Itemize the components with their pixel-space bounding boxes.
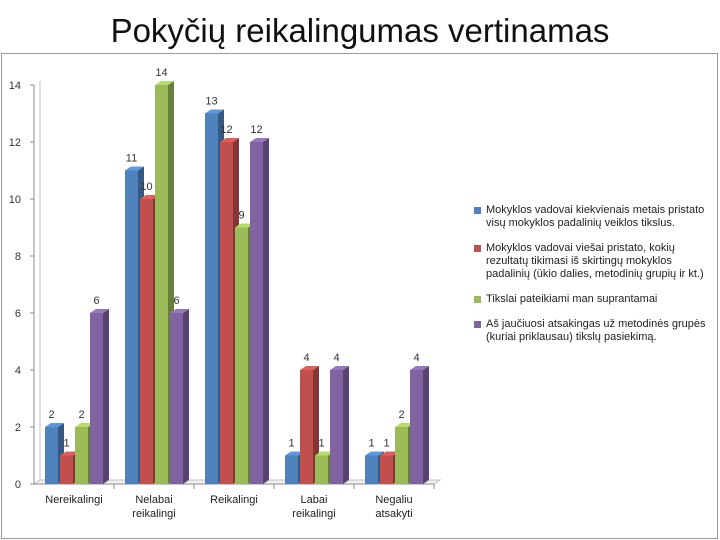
bar bbox=[170, 309, 189, 484]
legend-label: Mokyklos vadovai kiekvienais metais pris… bbox=[486, 204, 705, 229]
y-tick-label: 6 bbox=[15, 308, 21, 320]
data-label: 1 bbox=[318, 438, 324, 450]
data-label: 1 bbox=[383, 438, 389, 450]
y-tick-label: 14 bbox=[9, 80, 21, 92]
data-label: 2 bbox=[48, 409, 54, 421]
y-tick-label: 12 bbox=[9, 137, 21, 149]
bar bbox=[330, 366, 349, 484]
y-tick-label: 10 bbox=[9, 194, 21, 206]
chart-legend: Mokyklos vadovai kiekvienais metais pris… bbox=[472, 204, 712, 356]
x-tick-label: Nelabai reikalingi bbox=[132, 494, 175, 520]
data-label: 12 bbox=[250, 124, 262, 136]
data-label: 4 bbox=[303, 352, 309, 364]
legend-swatch bbox=[474, 321, 481, 328]
bar bbox=[250, 138, 269, 484]
data-label: 14 bbox=[155, 67, 167, 79]
legend-swatch bbox=[474, 245, 481, 252]
data-label: 2 bbox=[78, 409, 84, 421]
data-label: 2 bbox=[398, 409, 404, 421]
legend-label: Mokyklos vadovai viešai pristato, kokių … bbox=[486, 242, 704, 280]
data-label: 9 bbox=[238, 210, 244, 222]
legend-item: Aš jaučiuosi atsakingas už metodinės gru… bbox=[472, 318, 712, 344]
data-label: 6 bbox=[93, 295, 99, 307]
data-label: 1 bbox=[368, 438, 374, 450]
legend-swatch bbox=[474, 207, 481, 214]
x-tick-label: Labai reikalingi bbox=[292, 494, 335, 520]
bar bbox=[300, 366, 319, 484]
y-tick-label: 2 bbox=[15, 422, 21, 434]
y-tick-label: 4 bbox=[15, 365, 21, 377]
data-label: 4 bbox=[413, 352, 419, 364]
data-label: 4 bbox=[333, 352, 339, 364]
data-label: 11 bbox=[126, 153, 137, 165]
x-tick-label: Nereikalingi bbox=[45, 494, 102, 506]
legend-swatch bbox=[474, 296, 481, 303]
x-tick-label: Reikalingi bbox=[210, 494, 258, 506]
legend-label: Aš jaučiuosi atsakingas už metodinės gru… bbox=[486, 318, 706, 343]
data-label: 6 bbox=[173, 295, 179, 307]
data-label: 12 bbox=[220, 124, 232, 136]
x-tick-label: Negaliu atsakyti bbox=[375, 494, 412, 520]
y-tick-label: 0 bbox=[15, 479, 21, 491]
bar bbox=[90, 309, 109, 484]
y-tick-label: 8 bbox=[15, 251, 21, 263]
data-label: 13 bbox=[205, 96, 217, 108]
data-label: 1 bbox=[63, 438, 69, 450]
legend-item: Mokyklos vadovai viešai pristato, kokių … bbox=[472, 242, 712, 281]
legend-item: Tikslai pateikiami man suprantamai bbox=[472, 293, 712, 306]
bar bbox=[410, 366, 429, 484]
data-label: 1 bbox=[288, 438, 294, 450]
slide-title: Pokyčių reikalingumas vertinamas bbox=[110, 12, 610, 49]
legend-item: Mokyklos vadovai kiekvienais metais pris… bbox=[472, 204, 712, 230]
legend-label: Tikslai pateikiami man suprantamai bbox=[486, 293, 658, 305]
chart-frame: 0 2 4 6 8 10 12 14 Nereikalingi 2 1 2 6 Nelabai reikal… bbox=[1, 53, 718, 539]
data-label: 10 bbox=[140, 181, 152, 193]
